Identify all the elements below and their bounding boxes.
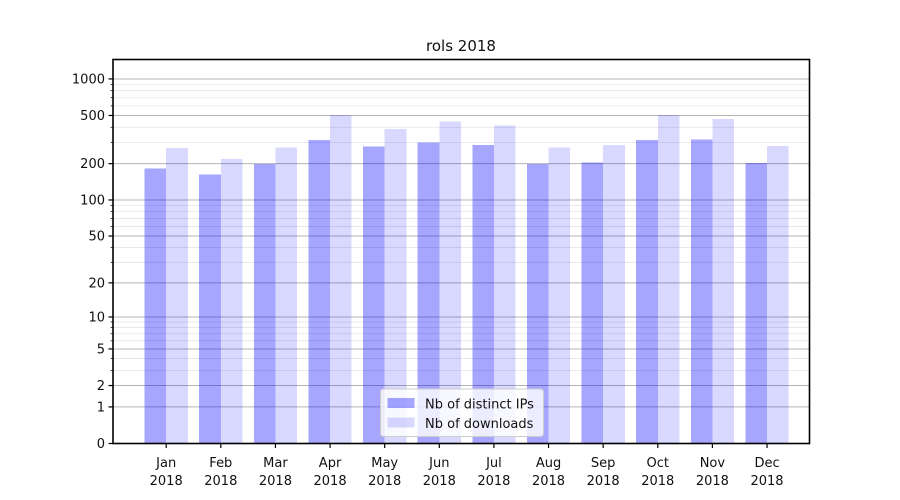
x-tick-label-month: Aug bbox=[536, 456, 561, 471]
chart-title: rols 2018 bbox=[426, 37, 496, 55]
bar-distinct-ips-jan bbox=[144, 168, 167, 444]
bar-downloads-mar bbox=[275, 147, 298, 444]
bar-distinct-ips-feb bbox=[199, 174, 221, 444]
legend-label-distinct-ips: Nb of distinct IPs bbox=[425, 398, 534, 413]
bar-distinct-ips-jun bbox=[417, 142, 440, 444]
plot-border bbox=[112, 58, 811, 445]
y-tick-label: 200 bbox=[80, 157, 105, 172]
bar-downloads-jul bbox=[493, 125, 516, 444]
x-tick-label-month: Apr bbox=[319, 456, 342, 471]
bar-downloads-aug bbox=[548, 147, 571, 444]
bar-distinct-ips-mar bbox=[253, 164, 276, 444]
bar-downloads-sep bbox=[603, 144, 625, 444]
y-tick-label: 5 bbox=[97, 342, 105, 357]
x-tick-label-year: 2018 bbox=[204, 474, 237, 489]
bar-downloads-feb bbox=[220, 158, 243, 444]
x-tick-label-month: May bbox=[371, 456, 398, 471]
legend-box bbox=[380, 388, 544, 437]
y-tick-label: 10 bbox=[88, 310, 105, 325]
bar-distinct-ips-dec bbox=[745, 162, 768, 444]
bar-downloads-nov bbox=[712, 119, 734, 444]
x-tick-label-month: Jan bbox=[155, 456, 176, 471]
bar-distinct-ips-oct bbox=[636, 139, 658, 444]
bar-downloads-may bbox=[384, 129, 407, 444]
bar-downloads-jan bbox=[166, 147, 188, 444]
bar-distinct-ips-sep bbox=[581, 162, 604, 444]
bar-downloads-apr bbox=[330, 114, 352, 444]
y-tick-label: 1000 bbox=[72, 72, 105, 87]
bar-distinct-ips-jul bbox=[472, 144, 494, 444]
x-tick-label-year: 2018 bbox=[750, 474, 783, 489]
legend-swatch-downloads-icon bbox=[387, 417, 415, 428]
y-tick-label: 0 bbox=[97, 437, 105, 452]
y-tick-label: 500 bbox=[80, 109, 105, 124]
x-tick-label-month: Mar bbox=[263, 456, 288, 471]
x-tick-label-month: Nov bbox=[700, 456, 726, 471]
x-tick-label-month: Oct bbox=[647, 456, 669, 471]
x-tick-label-year: 2018 bbox=[532, 474, 565, 489]
x-tick-label-year: 2018 bbox=[587, 474, 620, 489]
x-tick-label-year: 2018 bbox=[314, 474, 347, 489]
x-tick-label-year: 2018 bbox=[641, 474, 674, 489]
legend: Nb of distinct IPs Nb of downloads bbox=[380, 388, 544, 437]
x-tick-label-year: 2018 bbox=[423, 474, 456, 489]
legend-swatch-distinct-ips-icon bbox=[387, 398, 415, 408]
x-tick-label-year: 2018 bbox=[368, 474, 401, 489]
x-tick-label-month: Feb bbox=[209, 456, 232, 471]
y-tick-label: 20 bbox=[88, 276, 105, 291]
bar-distinct-ips-aug bbox=[526, 164, 549, 444]
x-tick-label-month: Sep bbox=[591, 456, 616, 471]
bar-downloads-jun bbox=[439, 121, 461, 444]
y-tick-label: 50 bbox=[88, 230, 105, 245]
x-tick-label-month: Jun bbox=[428, 456, 449, 471]
x-tick-label-year: 2018 bbox=[150, 474, 183, 489]
x-tick-label-year: 2018 bbox=[696, 474, 729, 489]
y-tick-label: 2 bbox=[97, 379, 105, 394]
x-tick-label-month: Dec bbox=[754, 456, 779, 471]
x-tick-label-year: 2018 bbox=[477, 474, 510, 489]
x-tick-label-year: 2018 bbox=[259, 474, 292, 489]
bar-distinct-ips-nov bbox=[690, 139, 713, 444]
plot-area: 0 1 2 5 10 20 50 100 200 500 1000 Jan 2018 Feb 2018 Mar… bbox=[72, 58, 811, 489]
y-tick-label: 1 bbox=[97, 400, 105, 415]
bar-distinct-ips-apr bbox=[308, 139, 331, 444]
x-tick-label-month: Jul bbox=[485, 456, 502, 471]
bar-downloads-oct bbox=[657, 114, 680, 444]
y-tick-label: 100 bbox=[80, 193, 105, 208]
bar-downloads-dec bbox=[767, 145, 789, 444]
legend-label-downloads: Nb of downloads bbox=[425, 417, 534, 432]
bar-distinct-ips-may bbox=[363, 146, 385, 444]
